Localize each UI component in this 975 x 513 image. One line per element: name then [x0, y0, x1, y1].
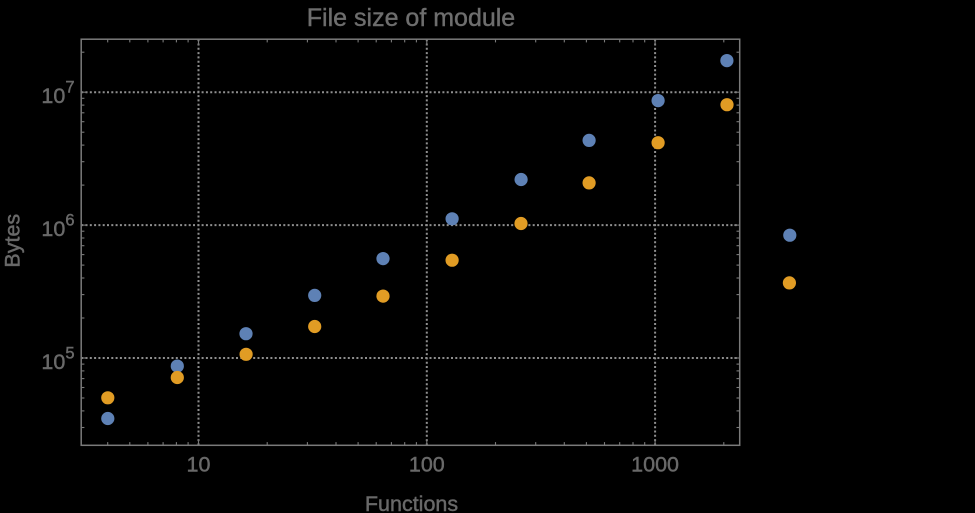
svg-text:File size of module: File size of module: [307, 4, 515, 32]
svg-text:100: 100: [409, 453, 445, 477]
svg-text:105: 105: [41, 345, 74, 375]
svg-text:107: 107: [41, 79, 74, 109]
svg-text:Functions: Functions: [365, 492, 458, 513]
svg-text:106: 106: [41, 212, 74, 242]
svg-text:1000: 1000: [631, 453, 679, 477]
svg-text:10: 10: [187, 453, 211, 477]
svg-text:Bytes: Bytes: [1, 214, 25, 268]
